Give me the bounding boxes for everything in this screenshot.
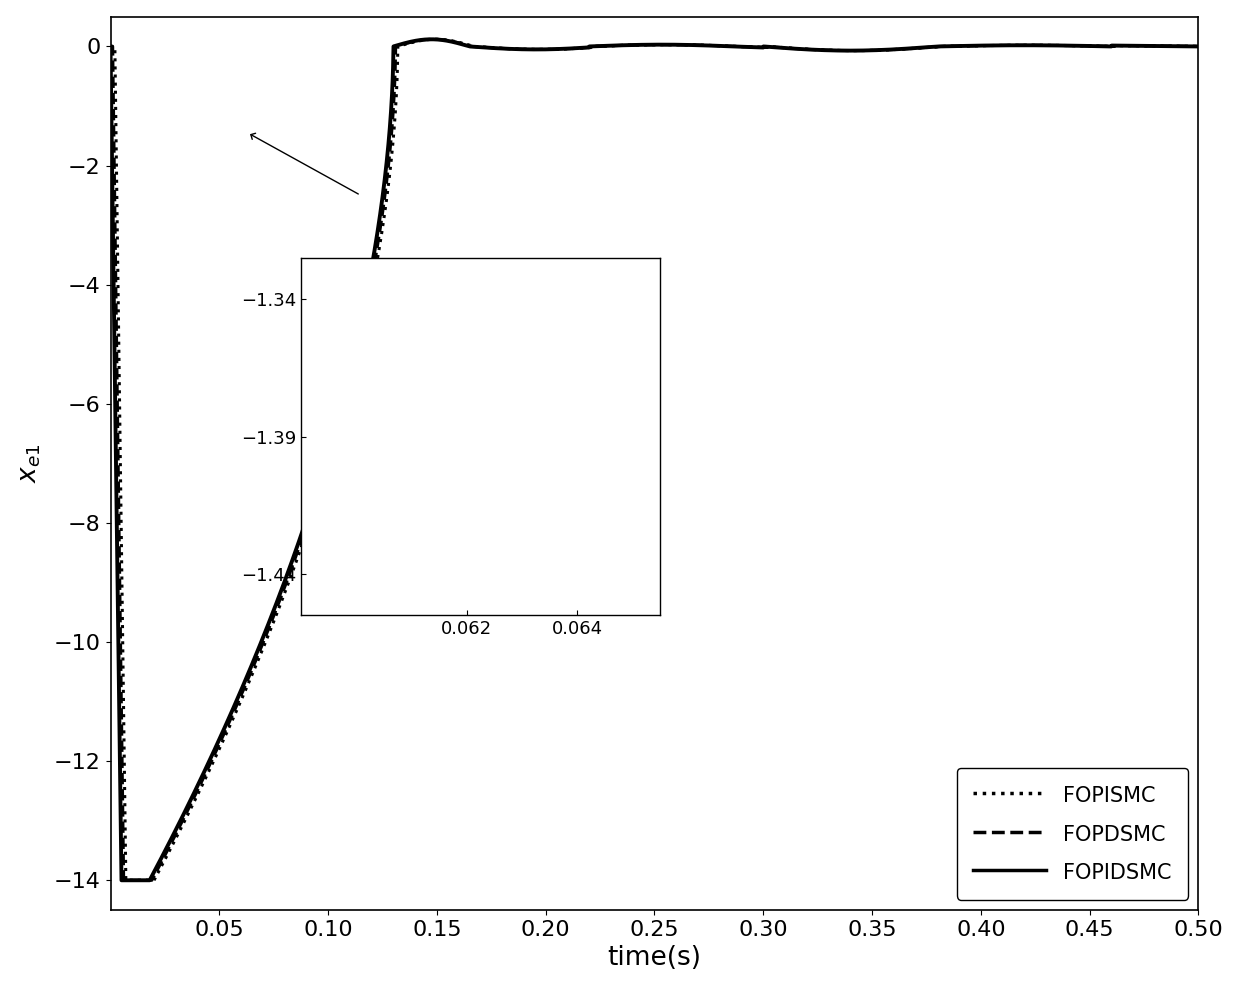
X-axis label: time(s): time(s) xyxy=(608,946,702,971)
FOPISMC xyxy=(103,41,118,52)
FOPIDSMC xyxy=(1190,41,1205,52)
FOPISMC xyxy=(635,39,650,50)
FOPISMC xyxy=(169,833,184,845)
FOPIDSMC xyxy=(149,863,164,874)
Line: FOPDSMC: FOPDSMC xyxy=(110,40,1198,880)
FOPIDSMC xyxy=(108,416,123,428)
Line: FOPISMC: FOPISMC xyxy=(110,40,1198,880)
FOPDSMC xyxy=(169,829,184,841)
FOPIDSMC xyxy=(424,34,439,45)
FOPISMC xyxy=(316,473,331,485)
FOPIDSMC xyxy=(103,41,118,52)
FOPDSMC xyxy=(1190,41,1205,52)
FOPISMC xyxy=(149,871,164,883)
FOPIDSMC xyxy=(1133,40,1148,51)
FOPDSMC xyxy=(1133,40,1148,51)
FOPIDSMC xyxy=(316,458,331,470)
FOPDSMC xyxy=(316,466,331,478)
FOPISMC xyxy=(428,34,443,45)
FOPISMC xyxy=(118,874,133,886)
FOPDSMC xyxy=(108,249,123,261)
FOPISMC xyxy=(1190,41,1205,52)
Line: FOPIDSMC: FOPIDSMC xyxy=(110,40,1198,880)
FOPISMC xyxy=(1133,40,1148,51)
FOPDSMC xyxy=(635,39,650,50)
FOPDSMC xyxy=(427,34,441,45)
FOPISMC xyxy=(108,82,123,94)
FOPIDSMC xyxy=(114,874,129,886)
FOPIDSMC xyxy=(635,39,650,50)
FOPDSMC xyxy=(103,41,118,52)
FOPDSMC xyxy=(117,874,131,886)
Legend: FOPISMC, FOPDSMC, FOPIDSMC: FOPISMC, FOPDSMC, FOPIDSMC xyxy=(956,768,1188,900)
FOPIDSMC xyxy=(169,824,184,836)
FOPDSMC xyxy=(149,867,164,879)
Y-axis label: $x_{e1}$: $x_{e1}$ xyxy=(16,444,42,483)
